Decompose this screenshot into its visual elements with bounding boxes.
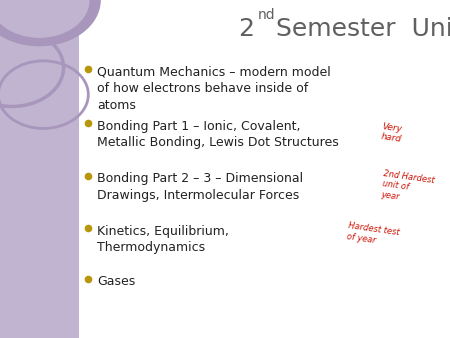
Text: Hardest test
of year: Hardest test of year [346,221,400,248]
Text: 2nd Hardest
unit of
year: 2nd Hardest unit of year [380,169,436,206]
Circle shape [0,0,100,46]
Text: nd: nd [257,8,275,22]
Text: Bonding Part 1 – Ionic, Covalent,
Metallic Bonding, Lewis Dot Structures: Bonding Part 1 – Ionic, Covalent, Metall… [97,120,338,149]
Text: Bonding Part 2 – 3 – Dimensional
Drawings, Intermolecular Forces: Bonding Part 2 – 3 – Dimensional Drawing… [97,172,303,202]
Text: Semester  Units: Semester Units [268,17,450,41]
Text: Very
hard: Very hard [380,122,404,144]
Text: Gases: Gases [97,275,135,288]
FancyBboxPatch shape [0,0,79,338]
Text: Kinetics, Equilibrium,
Thermodynamics: Kinetics, Equilibrium, Thermodynamics [97,225,229,254]
Circle shape [0,0,89,37]
Text: 2: 2 [238,17,254,41]
Text: Quantum Mechanics – modern model
of how electrons behave inside of
atoms: Quantum Mechanics – modern model of how … [97,66,330,112]
